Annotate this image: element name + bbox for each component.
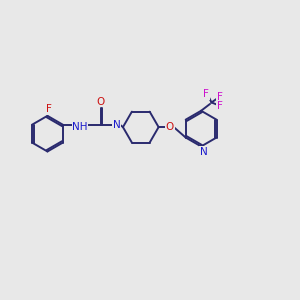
Text: F: F [217,101,223,111]
Text: N: N [112,120,120,130]
Text: O: O [97,97,105,107]
Text: F: F [203,89,209,99]
Text: O: O [166,122,174,132]
Text: N: N [200,147,207,157]
Text: F: F [46,104,52,114]
Text: NH: NH [72,122,88,132]
Text: F: F [217,92,223,102]
